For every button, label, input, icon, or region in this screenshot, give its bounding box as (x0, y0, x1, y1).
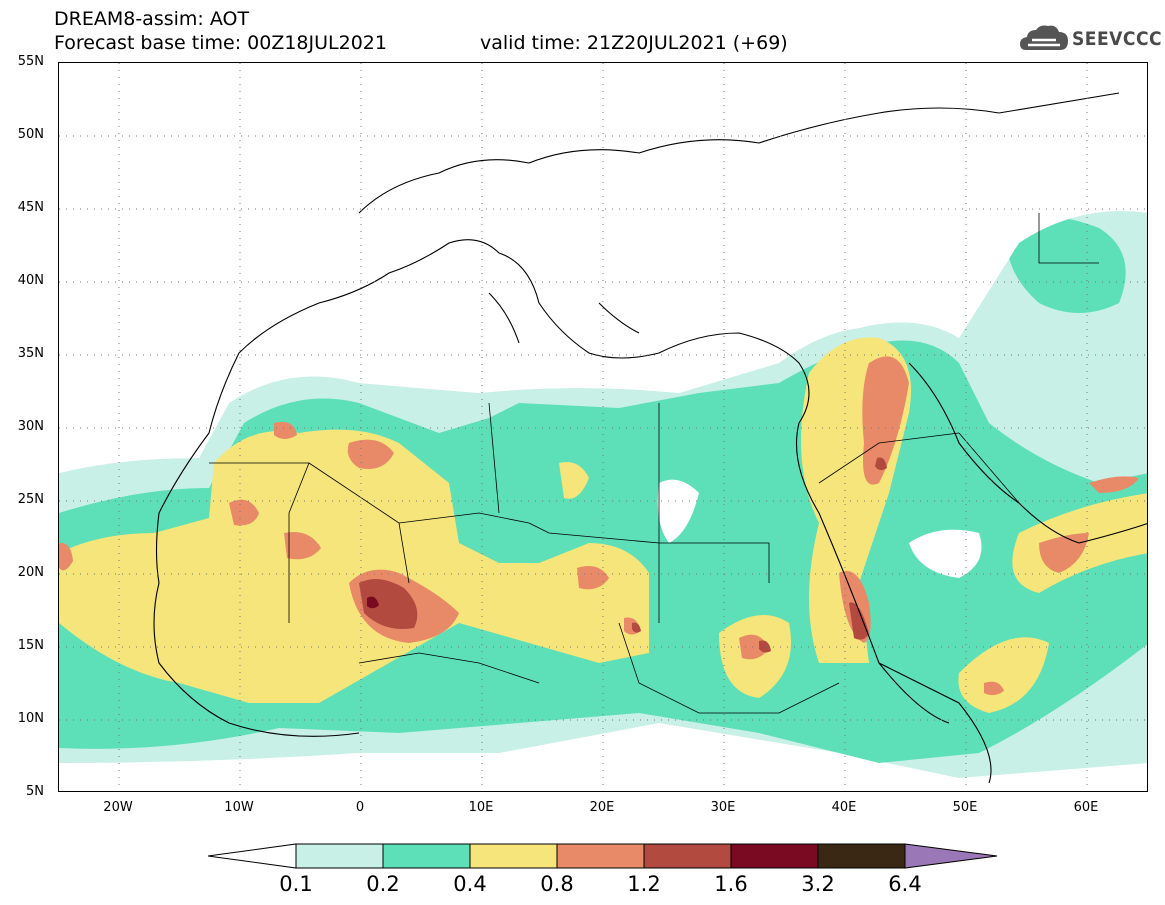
colorbar-label: 1.2 (627, 872, 661, 896)
colorbar-label: 6.4 (888, 872, 922, 896)
logo-text: SEEVCCC (1072, 28, 1163, 50)
lat-label: 25N (17, 492, 44, 507)
aot-field (59, 63, 1147, 791)
lat-label: 5N (26, 784, 44, 799)
colorbar-label: 3.2 (801, 872, 835, 896)
lon-label: 60E (1073, 800, 1099, 815)
lat-label: 40N (17, 273, 44, 288)
aot-band-1.2 (359, 457, 887, 653)
colorbar-label: 1.6 (714, 872, 748, 896)
colorbar-label: 0.8 (540, 872, 574, 896)
forecast-base-time: Forecast base time: 00Z18JUL2021 (54, 32, 387, 54)
cloud-icon (1020, 25, 1068, 50)
lat-label: 15N (17, 638, 44, 653)
lat-label: 50N (17, 127, 44, 142)
lon-label: 20E (589, 800, 615, 815)
aot-map (58, 62, 1148, 792)
colorbar-label: 0.4 (453, 872, 487, 896)
lat-label: 35N (17, 346, 44, 361)
colorbar-swatch (469, 843, 558, 869)
lat-label: 30N (17, 419, 44, 434)
aot-band-1.6 (367, 596, 379, 609)
colorbar-label: 0.2 (366, 872, 400, 896)
grid (59, 63, 1147, 791)
colorbar (208, 843, 998, 869)
colorbar-low-arrow (208, 843, 297, 869)
lat-label: 45N (17, 200, 44, 215)
colorbar-swatch (382, 843, 471, 869)
lon-label: 20W (103, 800, 133, 815)
lon-label: 0 (355, 800, 365, 815)
colorbar-high-arrow (904, 843, 998, 869)
lon-label: 30E (710, 800, 736, 815)
clear-sky-region (59, 63, 1147, 578)
lon-label: 40E (831, 800, 857, 815)
country-borders (209, 213, 1099, 714)
colorbar-label: 0.1 (279, 872, 313, 896)
colorbar-swatch (817, 843, 906, 869)
valid-time: valid time: 21Z20JUL2021 (+69) (480, 32, 788, 54)
colorbar-swatch (730, 843, 819, 869)
lat-label: 55N (17, 54, 44, 69)
lon-label: 10W (224, 800, 254, 815)
chart-title: DREAM8-assim: AOT (54, 8, 250, 30)
lat-label: 20N (17, 565, 44, 580)
colorbar-swatch (643, 843, 732, 869)
lon-label: 10E (468, 800, 494, 815)
lon-label: 50E (952, 800, 978, 815)
seevccc-logo: SEEVCCC (1018, 22, 1162, 58)
colorbar-swatch (295, 843, 384, 869)
colorbar-swatch (556, 843, 645, 869)
lat-label: 10N (17, 711, 44, 726)
